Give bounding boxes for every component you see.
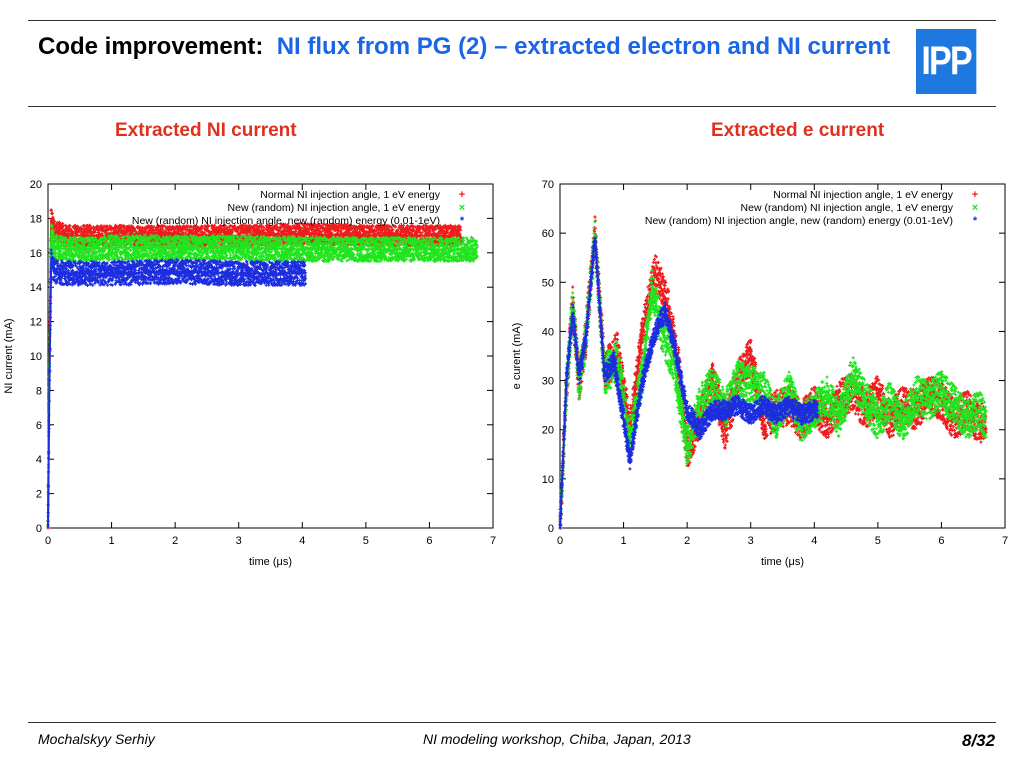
y-tick-label: 30 bbox=[542, 376, 554, 388]
x-tick-label: 3 bbox=[236, 535, 242, 547]
y-tick-label: 6 bbox=[36, 420, 42, 432]
y-tick-label: 40 bbox=[542, 326, 554, 338]
series-points bbox=[558, 215, 988, 530]
header-rule bbox=[28, 106, 996, 107]
plot-frame bbox=[559, 183, 1006, 529]
y-tick-label: 10 bbox=[542, 474, 554, 486]
legend-marker: × bbox=[972, 202, 978, 214]
series-line bbox=[47, 235, 478, 529]
legend-label: New (random) NI injection angle, 1 eV en… bbox=[228, 202, 441, 214]
series-points bbox=[46, 248, 308, 523]
y-tick-label: 20 bbox=[30, 179, 42, 191]
legend-marker: × bbox=[459, 202, 465, 214]
y-tick-label: 14 bbox=[30, 282, 42, 294]
y-tick-label: 0 bbox=[548, 523, 554, 535]
y-tick-label: 2 bbox=[36, 489, 42, 501]
legend-marker: * bbox=[460, 215, 465, 227]
footer-event: NI modeling workshop, Chiba, Japan, 2013 bbox=[423, 731, 691, 747]
series-3 bbox=[46, 248, 308, 529]
y-tick-label: 8 bbox=[36, 385, 42, 397]
legend-marker: * bbox=[973, 215, 978, 227]
y-tick-label: 12 bbox=[30, 317, 42, 329]
slide-title: Code improvement: NI flux from PG (2) – … bbox=[38, 30, 898, 63]
title-rest: NI flux from PG (2) – extracted electron… bbox=[276, 33, 891, 60]
y-tick-label: 20 bbox=[542, 425, 554, 437]
x-tick-label: 7 bbox=[490, 535, 496, 547]
y-tick-label: 18 bbox=[30, 213, 42, 225]
x-tick-label: 3 bbox=[748, 535, 754, 547]
footer-rule bbox=[28, 722, 996, 723]
x-tick-label: 5 bbox=[875, 535, 881, 547]
y-axis-label: e curent (mA) bbox=[511, 323, 523, 390]
x-axis-label: time (μs) bbox=[761, 556, 804, 568]
x-tick-label: 6 bbox=[426, 535, 432, 547]
top-rule bbox=[28, 20, 996, 21]
x-tick-label: 2 bbox=[684, 535, 690, 547]
x-tick-label: 7 bbox=[1002, 535, 1008, 547]
y-tick-label: 10 bbox=[30, 351, 42, 363]
x-tick-label: 0 bbox=[557, 535, 563, 547]
x-axis-label: time (μs) bbox=[249, 556, 292, 568]
x-tick-label: 0 bbox=[45, 535, 51, 547]
page-number: 8/32 bbox=[962, 731, 996, 750]
y-tick-label: 60 bbox=[542, 228, 554, 240]
x-tick-label: 5 bbox=[363, 535, 369, 547]
footer-author: Mochalskyy Serhiy bbox=[38, 731, 155, 747]
series-3 bbox=[558, 236, 820, 530]
y-tick-label: 70 bbox=[542, 179, 554, 191]
title-lead: Code improvement: bbox=[38, 33, 264, 60]
series-line bbox=[559, 238, 818, 529]
series-1 bbox=[558, 215, 988, 530]
y-tick-label: 0 bbox=[36, 523, 42, 535]
series-line bbox=[47, 261, 306, 529]
legend-label: New (random) NI injection angle, new (ra… bbox=[132, 215, 440, 227]
left-chart-heading: Extracted NI current bbox=[115, 120, 297, 141]
series-points bbox=[558, 220, 988, 530]
legend-marker: + bbox=[972, 189, 978, 201]
x-tick-label: 2 bbox=[172, 535, 178, 547]
x-tick-label: 4 bbox=[299, 535, 305, 547]
ipp-logo: IPP bbox=[916, 29, 977, 94]
y-tick-label: 16 bbox=[30, 248, 42, 260]
legend-label: New (random) NI injection angle, new (ra… bbox=[645, 215, 953, 227]
right-chart-heading: Extracted e current bbox=[711, 120, 885, 141]
y-axis-label: NI current (mA) bbox=[3, 318, 15, 393]
legend-label: Normal NI injection angle, 1 eV energy bbox=[773, 189, 954, 201]
x-tick-label: 1 bbox=[621, 535, 627, 547]
x-tick-label: 1 bbox=[109, 535, 115, 547]
x-tick-label: 4 bbox=[811, 535, 817, 547]
legend-label: Normal NI injection angle, 1 eV energy bbox=[260, 189, 441, 201]
series-2 bbox=[558, 220, 988, 530]
y-tick-label: 50 bbox=[542, 277, 554, 289]
legend-label: New (random) NI injection angle, 1 eV en… bbox=[741, 202, 954, 214]
y-tick-label: 4 bbox=[36, 454, 42, 466]
legend-marker: + bbox=[459, 189, 465, 201]
x-tick-label: 6 bbox=[938, 535, 944, 547]
